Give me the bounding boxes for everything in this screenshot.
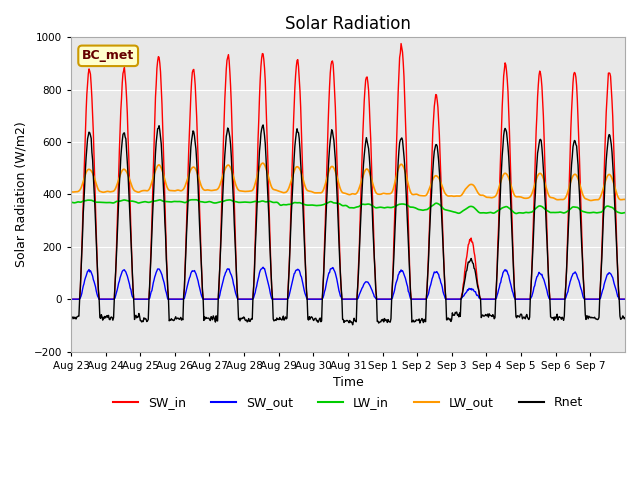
Title: Solar Radiation: Solar Radiation bbox=[285, 15, 411, 33]
Legend: SW_in, SW_out, LW_in, LW_out, Rnet: SW_in, SW_out, LW_in, LW_out, Rnet bbox=[108, 391, 588, 414]
Text: BC_met: BC_met bbox=[82, 49, 134, 62]
Y-axis label: Solar Radiation (W/m2): Solar Radiation (W/m2) bbox=[15, 121, 28, 267]
X-axis label: Time: Time bbox=[333, 376, 364, 389]
